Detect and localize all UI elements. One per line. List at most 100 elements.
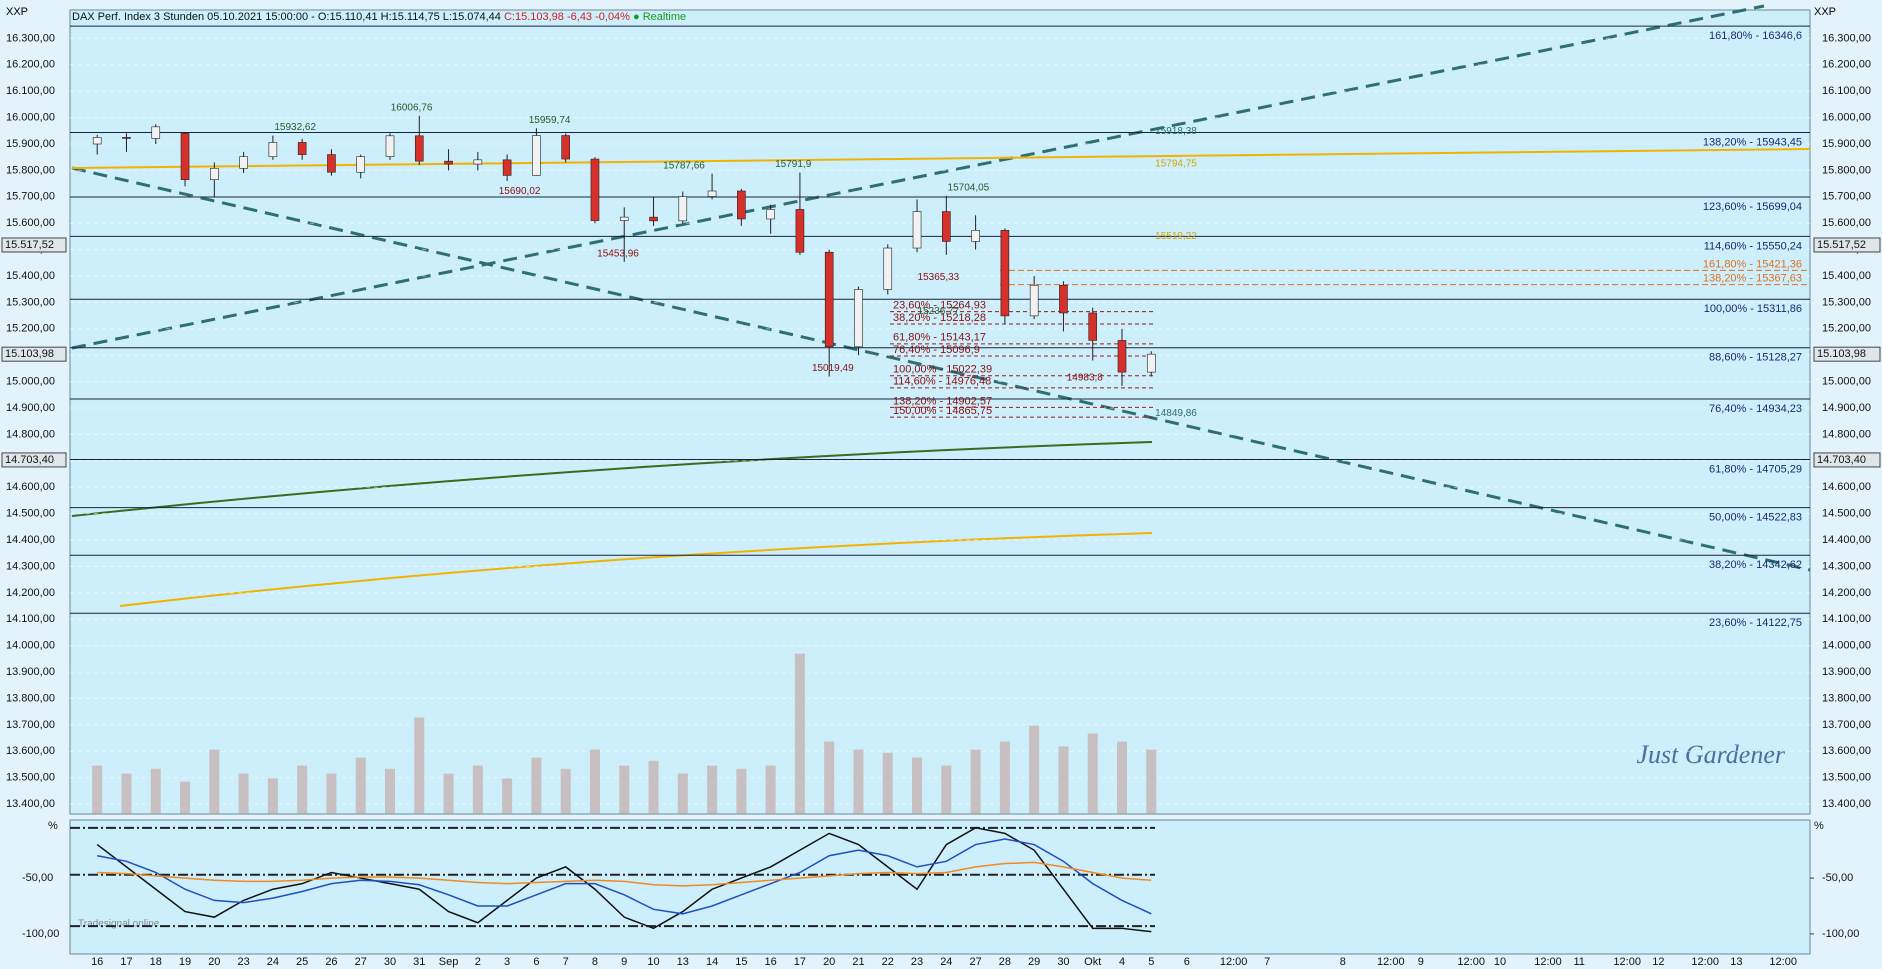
price-marker-label: 14.703,40 (5, 454, 54, 466)
x-tick-label: 29 (1028, 956, 1040, 968)
fib-label: 150,00% - 14865,75 (893, 405, 992, 417)
fib-label: 38,20% - 14342,62 (1709, 559, 1802, 571)
candle-body (678, 196, 688, 222)
x-tick-label: 19 (179, 956, 191, 968)
volume-bar (707, 765, 718, 814)
volume-bar (1029, 725, 1040, 814)
price-marker-label: 15.103,98 (1817, 348, 1866, 360)
candle-body (385, 135, 395, 157)
candle-body (1088, 312, 1098, 341)
y-tick-label: 15.800,00 (6, 164, 55, 176)
axis-unit: % (48, 820, 58, 832)
price-marker-label: 14.703,40 (1817, 454, 1866, 466)
candle-body (414, 135, 424, 162)
candle-body (561, 135, 570, 160)
price-annotation: 14849,86 (1155, 408, 1197, 419)
oscillator-panel (69, 819, 1811, 955)
y-tick-label: 15.800,00 (1822, 164, 1871, 176)
corner-label: XXP (1814, 6, 1836, 18)
y-tick-label: -50,00 (1822, 872, 1853, 884)
status: Realtime (643, 11, 686, 23)
y-tick-label: 15.300,00 (6, 296, 55, 308)
y-tick-label: 13.800,00 (1822, 692, 1871, 704)
logo: Tradesignal online (78, 919, 160, 930)
x-tick-label: Okt (1084, 956, 1101, 968)
y-tick-label: 14.200,00 (1822, 587, 1871, 599)
volume-bar (1058, 746, 1069, 814)
price-annotation: 15365,33 (918, 272, 960, 283)
y-tick-label: 16.200,00 (1822, 59, 1871, 71)
x-tick-label: 30 (384, 956, 396, 968)
fib-label: 38,20% - 15218,28 (893, 312, 986, 324)
x-tick-label: 16 (765, 956, 777, 968)
candle-body (1117, 340, 1127, 373)
x-tick-label: 27 (969, 956, 981, 968)
y-tick-label: 15.600,00 (6, 217, 55, 229)
fib-label: 161,80% - 15421,36 (1703, 258, 1802, 270)
y-tick-label: 14.900,00 (6, 402, 55, 414)
x-tick-label: 9 (1418, 956, 1424, 968)
price-annotation: 15690,02 (499, 186, 541, 197)
volume-bar (531, 757, 542, 814)
x-tick-label: 12:00 (1457, 956, 1485, 968)
x-tick-label: 10 (647, 956, 659, 968)
fib-label: 76,40% - 15096,9 (893, 344, 980, 356)
candle-body (1029, 284, 1039, 317)
y-tick-label: 15.300,00 (1822, 296, 1871, 308)
y-tick-label: 14.300,00 (1822, 560, 1871, 572)
x-tick-label: 23 (237, 956, 249, 968)
price-annotation: 15019,49 (812, 363, 854, 374)
y-tick-label: 14.100,00 (1822, 613, 1871, 625)
x-tick-label: 3 (504, 956, 510, 968)
x-tick-label: 20 (208, 956, 220, 968)
oscillator-line (96, 827, 1152, 933)
candle-body (356, 156, 366, 173)
y-tick-label: 14.800,00 (1822, 428, 1871, 440)
candle-body (824, 251, 834, 348)
price-annotation: 15794,75 (1155, 158, 1197, 169)
y-tick-label: 13.900,00 (6, 666, 55, 678)
x-tick-label: 13 (677, 956, 689, 968)
y-tick-label: 14.400,00 (6, 534, 55, 546)
x-tick-label: 16 (91, 956, 103, 968)
moving-average (71, 441, 1153, 517)
volume-bar (414, 717, 425, 814)
trend-line (71, 4, 1765, 350)
chart-title: DAX Perf. Index 3 Stunden 05.10.2021 15:… (72, 11, 686, 23)
price-annotation: 15236,77 (918, 306, 960, 317)
x-tick-label: 12:00 (1534, 956, 1562, 968)
y-tick-label: 15.400,00 (1822, 270, 1871, 282)
y-tick-label: 13.600,00 (1822, 745, 1871, 757)
candle-body (737, 190, 746, 220)
status: ● (633, 11, 643, 23)
price-marker (1, 237, 67, 253)
candle-body (1146, 353, 1156, 373)
volume-bar (121, 773, 132, 814)
volume-bar (297, 765, 308, 814)
x-tick-label: 23 (911, 956, 923, 968)
price-marker (1813, 452, 1881, 468)
fib-label: 138,20% - 15943,45 (1703, 136, 1802, 148)
volume-bar (648, 760, 659, 814)
volume-bar (472, 765, 483, 814)
y-tick-label: 15.600,00 (1822, 217, 1871, 229)
x-tick-label: 8 (592, 956, 598, 968)
y-tick-label: 13.700,00 (6, 719, 55, 731)
x-tick-label: 4 (1119, 956, 1125, 968)
y-tick-label: 13.800,00 (6, 692, 55, 704)
y-tick-label: 16.200,00 (6, 59, 55, 71)
fib-label: 123,60% - 15699,04 (1703, 201, 1802, 213)
candle-body (327, 154, 336, 173)
candle-body (795, 209, 805, 253)
volume-bar (267, 778, 278, 814)
volume-bar (941, 765, 952, 814)
candle-body (590, 158, 600, 221)
change: C:15.103,98 -6,43 -0,04% (504, 11, 630, 23)
x-tick-label: 21 (852, 956, 864, 968)
volume-bar (912, 757, 923, 814)
volume-bar (150, 768, 161, 814)
fib-label: 88,60% - 15128,27 (1709, 352, 1802, 364)
price-marker (1813, 346, 1881, 362)
volume-bar (736, 768, 747, 814)
candle-body (444, 160, 453, 165)
